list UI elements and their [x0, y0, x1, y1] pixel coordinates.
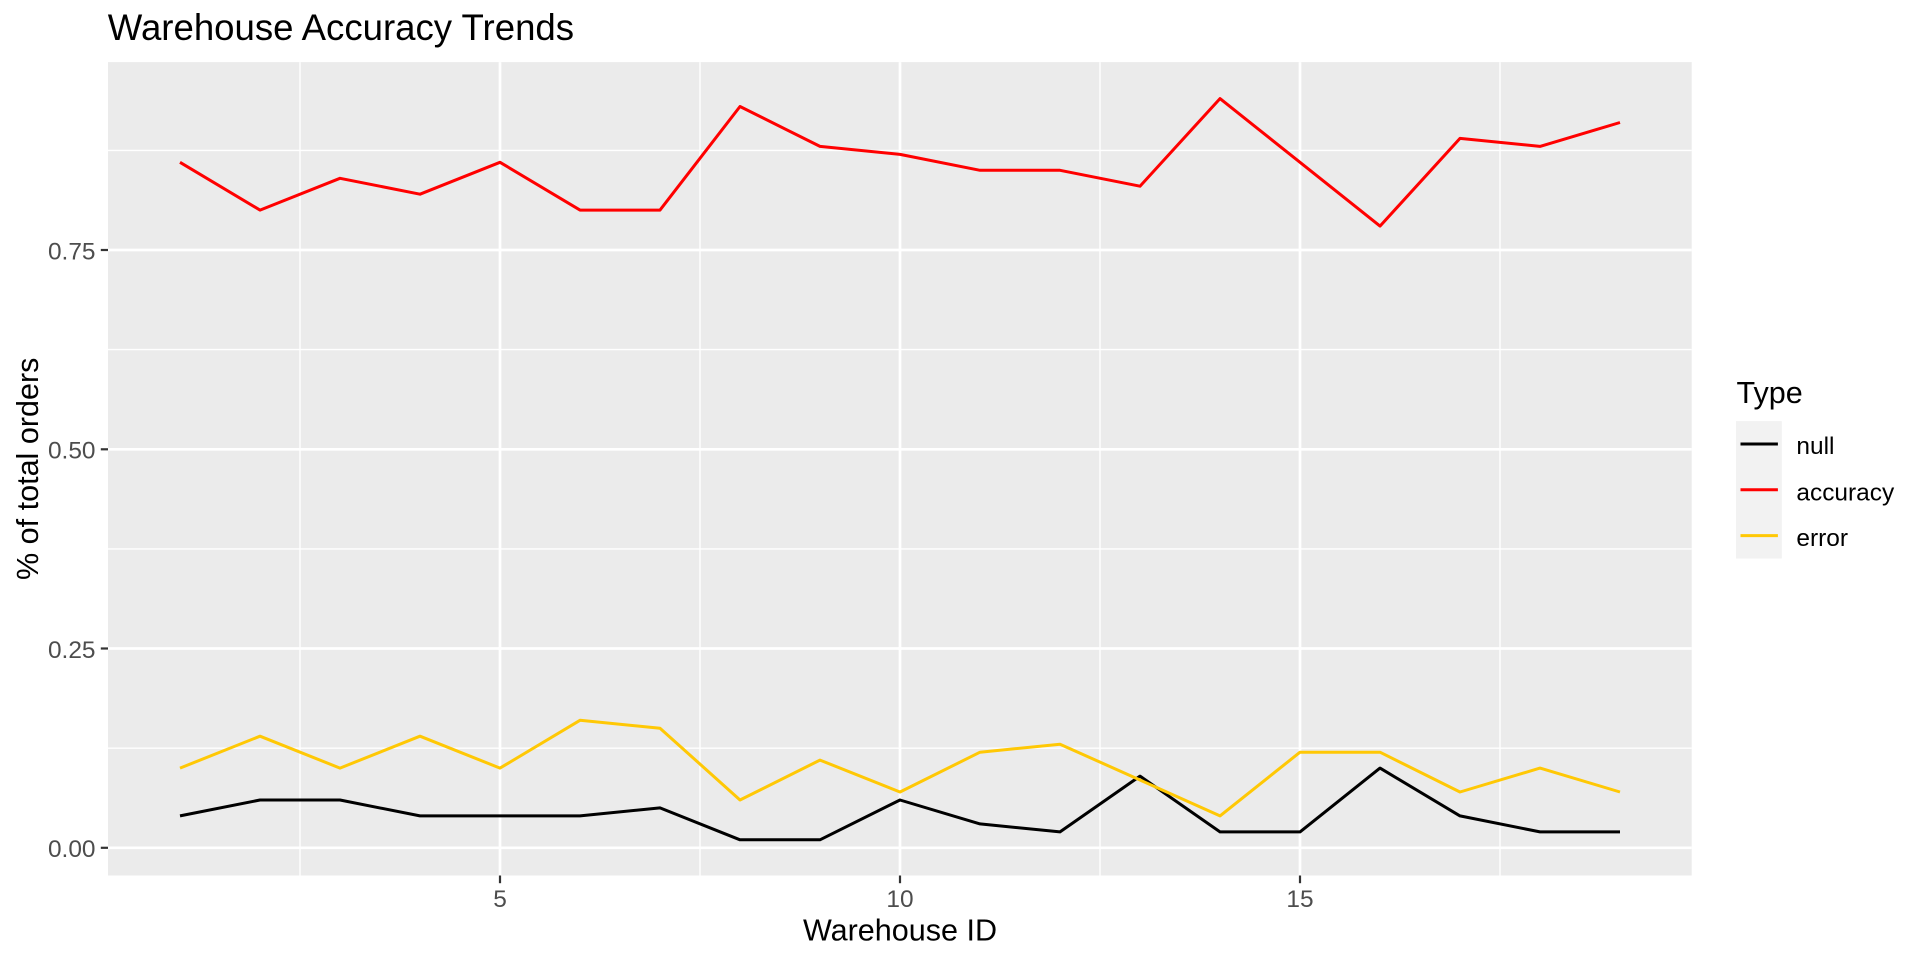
svg-text:5: 5 — [493, 886, 507, 913]
svg-text:Warehouse Accuracy Trends: Warehouse Accuracy Trends — [108, 7, 574, 48]
svg-text:0.75: 0.75 — [48, 238, 96, 265]
svg-text:0.25: 0.25 — [48, 637, 96, 664]
svg-text:0.00: 0.00 — [48, 836, 96, 863]
svg-text:error: error — [1796, 525, 1848, 552]
svg-text:15: 15 — [1286, 886, 1313, 913]
svg-text:Warehouse ID: Warehouse ID — [803, 914, 997, 948]
svg-text:accuracy: accuracy — [1796, 479, 1895, 506]
svg-text:0.50: 0.50 — [48, 438, 96, 465]
svg-text:% of total orders: % of total orders — [11, 358, 45, 580]
svg-text:null: null — [1796, 433, 1834, 460]
svg-text:10: 10 — [886, 886, 913, 913]
svg-text:Type: Type — [1737, 376, 1803, 410]
